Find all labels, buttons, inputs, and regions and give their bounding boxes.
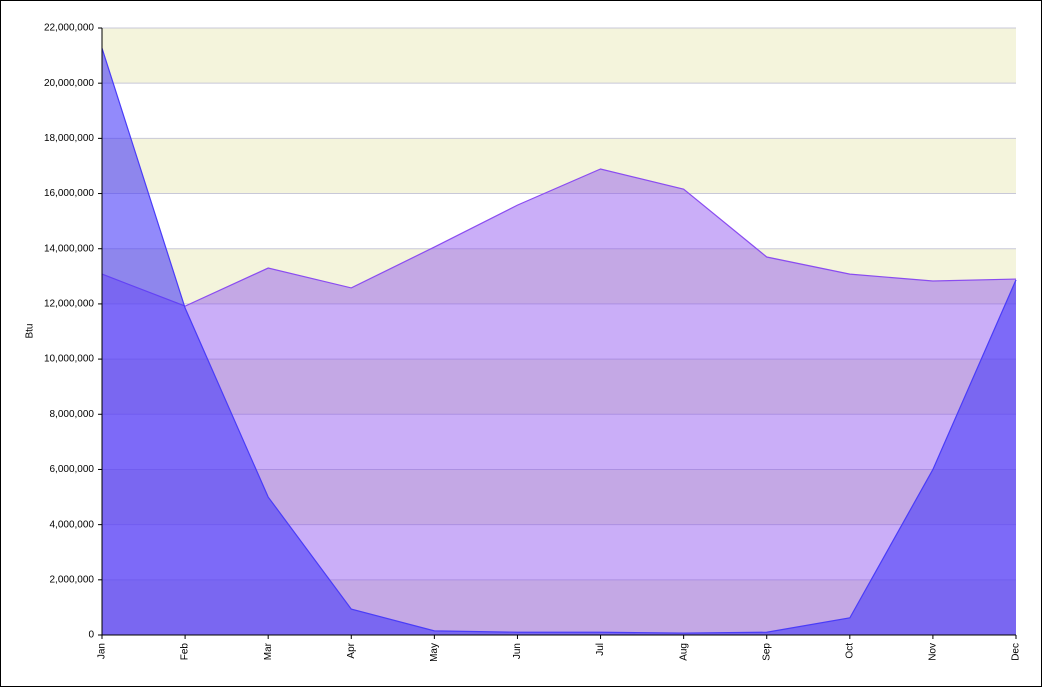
y-tick-label: 10,000,000 bbox=[44, 354, 94, 365]
x-tick-label: Feb bbox=[180, 643, 191, 661]
y-tick-label: 14,000,000 bbox=[44, 243, 94, 254]
area-line bbox=[101, 168, 1017, 307]
x-tick-label: Jan bbox=[97, 643, 108, 659]
x-tick-label: Sep bbox=[761, 643, 772, 661]
grid-band bbox=[102, 359, 1016, 415]
x-tick-label: Mar bbox=[263, 642, 274, 660]
y-tick-label: 18,000,000 bbox=[44, 133, 94, 144]
y-tick-label: 12,000,000 bbox=[44, 299, 94, 310]
x-tick-label: Apr bbox=[346, 642, 357, 658]
grid-band bbox=[102, 248, 1016, 304]
x-tick-label: Jun bbox=[512, 643, 523, 659]
x-tick-label: Nov bbox=[928, 643, 939, 661]
y-tick-label: 6,000,000 bbox=[50, 464, 95, 475]
x-tick-label: May bbox=[429, 643, 440, 662]
grid-band bbox=[102, 28, 1016, 84]
y-tick-label: 20,000,000 bbox=[44, 78, 94, 89]
x-tick-label: Dec bbox=[1011, 643, 1022, 661]
x-tick-label: Aug bbox=[678, 643, 689, 661]
y-tick-label: 22,000,000 bbox=[44, 23, 94, 34]
area-line bbox=[101, 47, 1017, 634]
grid-band bbox=[102, 414, 1016, 470]
y-axis-label: Btu bbox=[25, 323, 36, 338]
y-tick-label: 16,000,000 bbox=[44, 188, 94, 199]
area-fill bbox=[102, 48, 1016, 636]
y-tick-label: 8,000,000 bbox=[50, 409, 95, 420]
grid-band bbox=[102, 193, 1016, 249]
grid-band bbox=[102, 83, 1016, 139]
grid-band bbox=[102, 138, 1016, 194]
area-fill bbox=[102, 168, 1016, 635]
x-tick-label: Oct bbox=[844, 643, 855, 659]
grid-band bbox=[102, 303, 1016, 360]
y-tick-label: 2,000,000 bbox=[50, 574, 95, 585]
x-tick-label: Jul bbox=[595, 643, 606, 656]
y-tick-label: 4,000,000 bbox=[50, 519, 95, 530]
y-tick-label: 0 bbox=[88, 630, 94, 641]
